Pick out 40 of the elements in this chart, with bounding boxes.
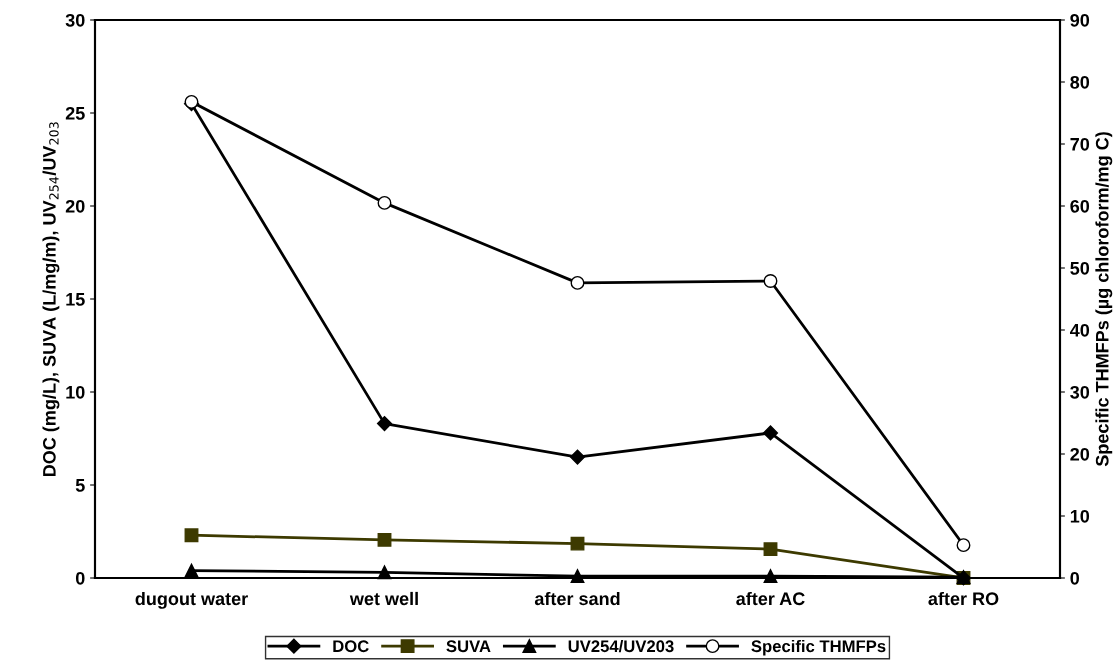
x-tick-label: after sand — [534, 591, 620, 606]
legend-label: SUVA — [446, 640, 491, 653]
y-axis-title: DOC (mg/L), SUVA (L/mg/m), UV$_{254}$/UV$_{203}$ — [42, 122, 60, 477]
y2-tick-label: 90 — [1070, 13, 1090, 27]
x-tick-label: dugout water — [135, 591, 248, 609]
y2-tick-label: 30 — [1070, 385, 1090, 399]
y-tick-label: 0 — [75, 571, 85, 585]
y-tick-label: 20 — [65, 199, 85, 213]
y2-tick-label: 60 — [1070, 199, 1090, 213]
point — [763, 274, 778, 288]
y2-tick-label: 20 — [1070, 447, 1090, 461]
point — [762, 425, 779, 441]
x-tick-label: wet well — [349, 591, 418, 606]
y-tick-label: 25 — [65, 106, 85, 120]
y-tick-label: 5 — [75, 479, 85, 492]
x-tick-label: after RO — [928, 591, 999, 606]
y2-tick-label: 0 — [1070, 571, 1080, 585]
point — [763, 542, 778, 557]
legend-label: UV254/UV203 — [568, 639, 674, 653]
point — [570, 275, 585, 290]
y2-tick-label: 70 — [1070, 137, 1090, 151]
y2-tick-label: 80 — [1070, 75, 1090, 89]
y-tick-label: 30 — [65, 13, 85, 27]
point — [377, 532, 392, 547]
legend-label: DOC — [333, 640, 369, 653]
point — [570, 536, 585, 551]
y2-tick-label: 50 — [1070, 261, 1090, 275]
y2-axis-title: Specific THMFPs (µg chloroform/mg C) — [1095, 132, 1113, 467]
point — [184, 528, 199, 543]
y2-tick-label: 40 — [1070, 323, 1090, 337]
y-tick-label: 10 — [66, 385, 85, 399]
point — [377, 195, 392, 210]
y2-tick-label: 10 — [1070, 509, 1090, 523]
legend-label: Specific THMFPs — [751, 639, 886, 656]
point — [376, 416, 393, 432]
point — [569, 449, 586, 465]
point — [184, 563, 199, 578]
y-tick-label: 15 — [66, 293, 85, 306]
x-tick-label: after AC — [736, 591, 805, 606]
point — [956, 538, 971, 553]
